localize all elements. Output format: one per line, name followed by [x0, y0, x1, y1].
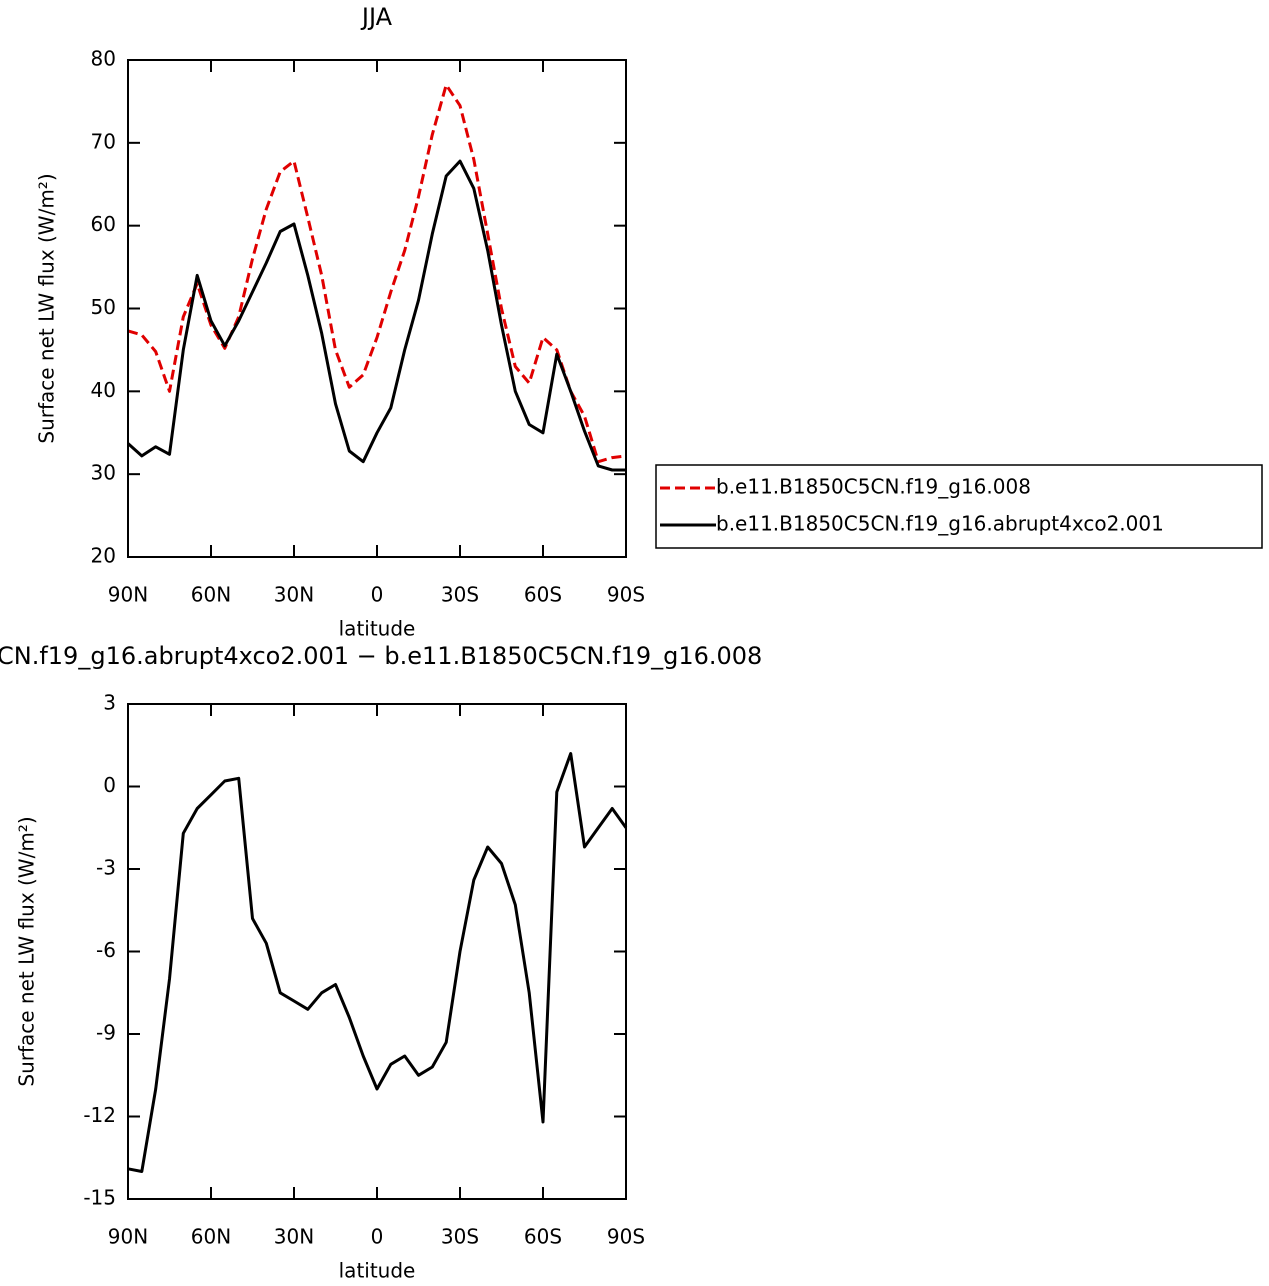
x-tick-label: 60N: [191, 1225, 231, 1249]
x-tick-label: 60S: [524, 583, 562, 607]
x-tick-label: 90N: [108, 1225, 148, 1249]
y-tick-label: -9: [96, 1021, 116, 1045]
data-line: [127, 752, 628, 1173]
data-line: [126, 159, 626, 472]
x-tick-label: 0: [371, 583, 384, 607]
y-axis-label: Surface net LW flux (W/m²): [15, 816, 39, 1086]
y-tick-label: 60: [91, 212, 116, 236]
x-axis-label: latitude: [339, 617, 416, 641]
y-tick-label: 50: [91, 295, 116, 319]
x-axis-label: latitude: [339, 1259, 416, 1283]
x-tick-label: 60S: [524, 1225, 562, 1249]
y-tick-label: -6: [96, 938, 116, 962]
x-tick-label: 30S: [441, 1225, 479, 1249]
y-tick-label: 3: [103, 691, 116, 715]
chart-title: JJA: [360, 3, 393, 31]
legend-label: b.e11.B1850C5CN.f19_g16.abrupt4xco2.001: [716, 512, 1164, 536]
x-tick-label: 30N: [274, 1225, 314, 1249]
y-tick-label: -3: [96, 856, 116, 880]
plot-frame: [127, 703, 627, 1200]
x-tick-label: 30S: [441, 583, 479, 607]
y-axis-label: Surface net LW flux (W/m²): [35, 173, 59, 443]
plot-frame: [127, 59, 627, 558]
y-tick-label: 70: [91, 129, 116, 153]
x-tick-label: 30N: [274, 583, 314, 607]
y-tick-label: -12: [83, 1103, 116, 1127]
x-tick-label: 90S: [607, 583, 645, 607]
x-tick-label: 0: [371, 1225, 384, 1249]
legend-box: [655, 464, 1263, 549]
x-tick-label: 90N: [108, 583, 148, 607]
y-tick-label: -15: [83, 1186, 116, 1210]
legend-label: b.e11.B1850C5CN.f19_g16.008: [716, 475, 1031, 499]
chart-title: CN.f19_g16.abrupt4xco2.001 − b.e11.B1850…: [0, 642, 762, 670]
y-tick-label: 0: [103, 773, 116, 797]
y-tick-label: 40: [91, 378, 116, 402]
y-tick-label: 20: [91, 544, 116, 568]
y-tick-label: 30: [91, 461, 116, 485]
y-tick-label: 80: [91, 47, 116, 71]
data-line: [127, 83, 627, 464]
x-tick-label: 90S: [607, 1225, 645, 1249]
x-tick-label: 60N: [191, 583, 231, 607]
